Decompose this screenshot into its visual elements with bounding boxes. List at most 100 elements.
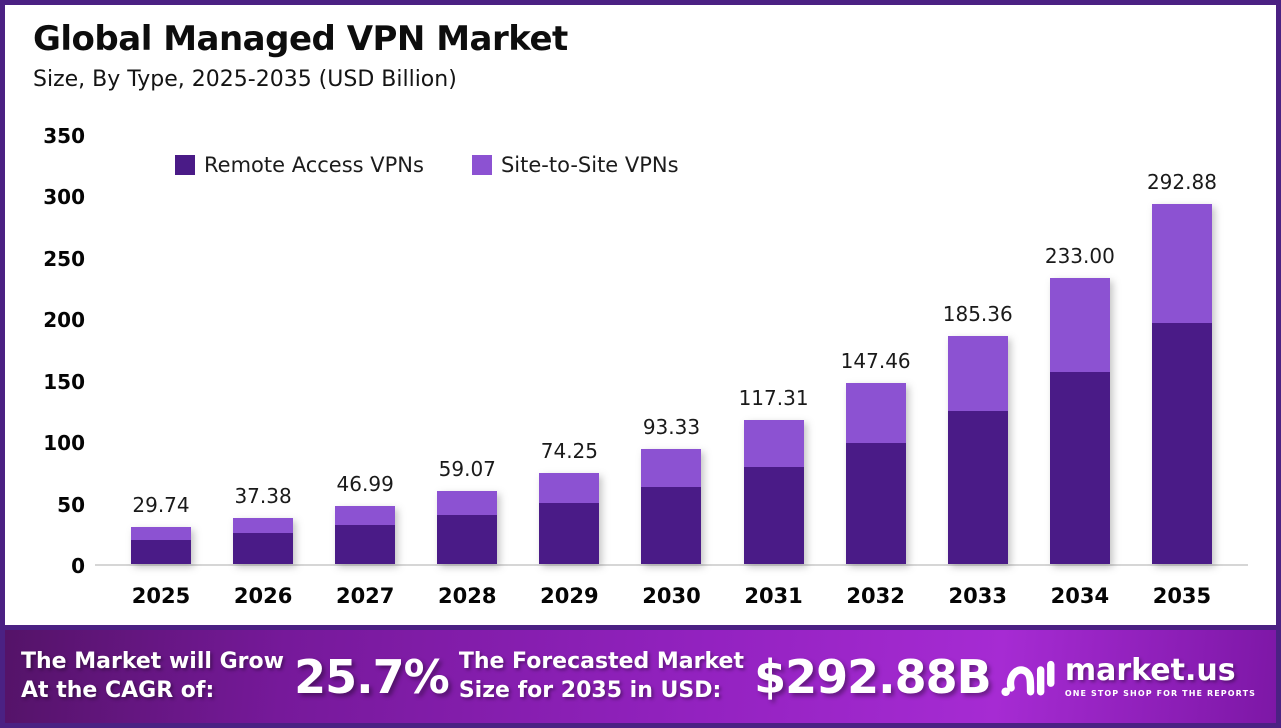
bar-column: 147.46 2032 bbox=[841, 136, 911, 608]
bar-total-label: 74.25 bbox=[540, 438, 599, 463]
x-axis-year-label: 2032 bbox=[846, 584, 905, 608]
bar-stack bbox=[845, 382, 906, 564]
bar-segment-remote-access bbox=[641, 487, 702, 564]
bar-segment-site-to-site bbox=[539, 472, 600, 503]
bar-segment-site-to-site bbox=[641, 449, 702, 488]
bar-total-label: 292.88 bbox=[1146, 170, 1217, 195]
y-tick-label: 50 bbox=[57, 492, 85, 517]
bar-segment-site-to-site bbox=[1049, 277, 1110, 373]
bar-total-label: 117.31 bbox=[738, 385, 809, 410]
forecast-label: The Forecasted Market Size for 2035 in U… bbox=[459, 648, 744, 705]
cagr-value: 25.7% bbox=[294, 649, 450, 704]
bar-total-label: 59.07 bbox=[438, 457, 496, 482]
header: Global Managed VPN Market Size, By Type,… bbox=[33, 19, 568, 92]
legend-item-remote-access: Remote Access VPNs bbox=[175, 153, 424, 177]
bars-row: 29.74 2025 37.38 2026 46.99 2027 59.07 2028 74.2… bbox=[95, 136, 1248, 608]
bar-segment-remote-access bbox=[1151, 322, 1212, 564]
bar-segment-remote-access bbox=[335, 525, 396, 564]
y-tick-label: 350 bbox=[43, 124, 85, 148]
y-axis: 0 50 100 150 200 250 300 350 bbox=[23, 124, 85, 578]
cagr-label: The Market will Grow At the CAGR of: bbox=[21, 648, 284, 705]
x-axis-year-label: 2030 bbox=[642, 584, 701, 608]
bar-segment-remote-access bbox=[539, 502, 600, 564]
bar-total-label: 46.99 bbox=[336, 472, 394, 497]
legend-swatch-site-to-site-icon bbox=[471, 155, 492, 175]
bar-column: 46.99 2027 bbox=[335, 136, 396, 608]
bar-column: 185.36 2033 bbox=[943, 136, 1013, 608]
logo-name: market.us bbox=[1064, 652, 1236, 688]
x-axis-year-label: 2033 bbox=[948, 584, 1007, 608]
bar-total-label: 93.33 bbox=[642, 415, 701, 440]
bar-stack bbox=[131, 527, 191, 564]
plot-area: 29.74 2025 37.38 2026 46.99 2027 59.07 2028 74.2… bbox=[95, 136, 1248, 608]
page-title: Global Managed VPN Market bbox=[33, 19, 568, 59]
cagr-label-line1: The Market will Grow bbox=[21, 648, 284, 674]
page-subtitle: Size, By Type, 2025-2035 (USD Billion) bbox=[33, 67, 457, 92]
bar-segment-site-to-site bbox=[947, 336, 1008, 412]
bar-segment-site-to-site bbox=[1151, 204, 1212, 323]
bar-segment-remote-access bbox=[845, 442, 906, 564]
bar-column: 74.25 2029 bbox=[539, 136, 600, 608]
bar-stack bbox=[1151, 204, 1212, 564]
logo-text: market.us ONE STOP SHOP FOR THE REPORTS bbox=[1064, 652, 1256, 698]
forecast-label-line1: The Forecasted Market bbox=[458, 648, 744, 674]
y-tick-label: 200 bbox=[43, 308, 85, 333]
bar-segment-site-to-site bbox=[131, 527, 191, 540]
bar-stack bbox=[437, 491, 498, 564]
y-tick-label: 100 bbox=[43, 431, 85, 456]
bar-segment-site-to-site bbox=[233, 518, 294, 534]
bar-segment-remote-access bbox=[1049, 372, 1110, 564]
y-tick-label: 300 bbox=[43, 185, 85, 210]
bar-stack bbox=[743, 419, 804, 564]
x-axis-year-label: 2028 bbox=[438, 584, 497, 608]
y-tick-label: 0 bbox=[71, 554, 85, 578]
bar-segment-remote-access bbox=[233, 533, 294, 564]
forecast-label-line2: Size for 2035 in USD: bbox=[458, 677, 722, 703]
bar-column: 233.00 2034 bbox=[1045, 136, 1115, 608]
bar-segment-remote-access bbox=[947, 411, 1008, 564]
chart-legend: Remote Access VPNs Site-to-Site VPNs bbox=[175, 153, 679, 177]
bar-segment-site-to-site bbox=[335, 506, 396, 526]
bar-column: 117.31 2031 bbox=[739, 136, 809, 608]
bar-stack bbox=[233, 518, 294, 564]
forecast-value: $292.88B bbox=[754, 649, 992, 704]
bar-stack bbox=[947, 336, 1008, 564]
bar-column: 29.74 2025 bbox=[131, 136, 191, 608]
bar-stack bbox=[641, 449, 702, 564]
x-axis-year-label: 2026 bbox=[233, 584, 293, 608]
bar-column: 93.33 2030 bbox=[641, 136, 702, 608]
bar-segment-site-to-site bbox=[437, 491, 498, 516]
x-axis-year-label: 2031 bbox=[744, 584, 803, 608]
footer-banner: The Market will Grow At the CAGR of: 25.… bbox=[5, 625, 1276, 723]
bar-total-label: 37.38 bbox=[234, 484, 292, 509]
legend-item-site-to-site: Site-to-Site VPNs bbox=[471, 153, 679, 177]
x-axis-year-label: 2034 bbox=[1050, 584, 1110, 608]
bar-column: 59.07 2028 bbox=[437, 136, 498, 608]
y-tick-label: 150 bbox=[43, 369, 85, 394]
bar-column: 37.38 2026 bbox=[233, 136, 294, 608]
legend-label: Site-to-Site VPNs bbox=[500, 153, 679, 177]
cagr-label-line2: At the CAGR of: bbox=[21, 677, 215, 703]
bar-segment-site-to-site bbox=[845, 382, 906, 443]
bar-total-label: 147.46 bbox=[840, 348, 911, 373]
legend-swatch-remote-access-icon bbox=[175, 155, 195, 175]
bar-stack bbox=[335, 506, 396, 564]
marketus-logo: market.us ONE STOP SHOP FOR THE REPORTS bbox=[1001, 652, 1260, 702]
marketus-logo-icon bbox=[1001, 660, 1055, 696]
bar-segment-remote-access bbox=[131, 539, 191, 564]
bar-total-label: 29.74 bbox=[132, 493, 190, 518]
bar-total-label: 185.36 bbox=[942, 302, 1013, 327]
y-tick-label: 250 bbox=[43, 246, 85, 271]
bar-stack bbox=[539, 472, 600, 564]
bar-stack bbox=[1049, 277, 1110, 564]
legend-label: Remote Access VPNs bbox=[204, 153, 424, 177]
bar-segment-site-to-site bbox=[743, 419, 804, 468]
bar-segment-remote-access bbox=[743, 467, 804, 564]
x-axis-year-label: 2035 bbox=[1152, 584, 1212, 608]
x-axis-year-label: 2029 bbox=[540, 584, 599, 608]
bar-total-label: 233.00 bbox=[1044, 243, 1115, 268]
bar-column: 292.88 2035 bbox=[1147, 136, 1217, 608]
logo-tagline: ONE STOP SHOP FOR THE REPORTS bbox=[1064, 688, 1256, 698]
bar-segment-remote-access bbox=[437, 515, 498, 564]
